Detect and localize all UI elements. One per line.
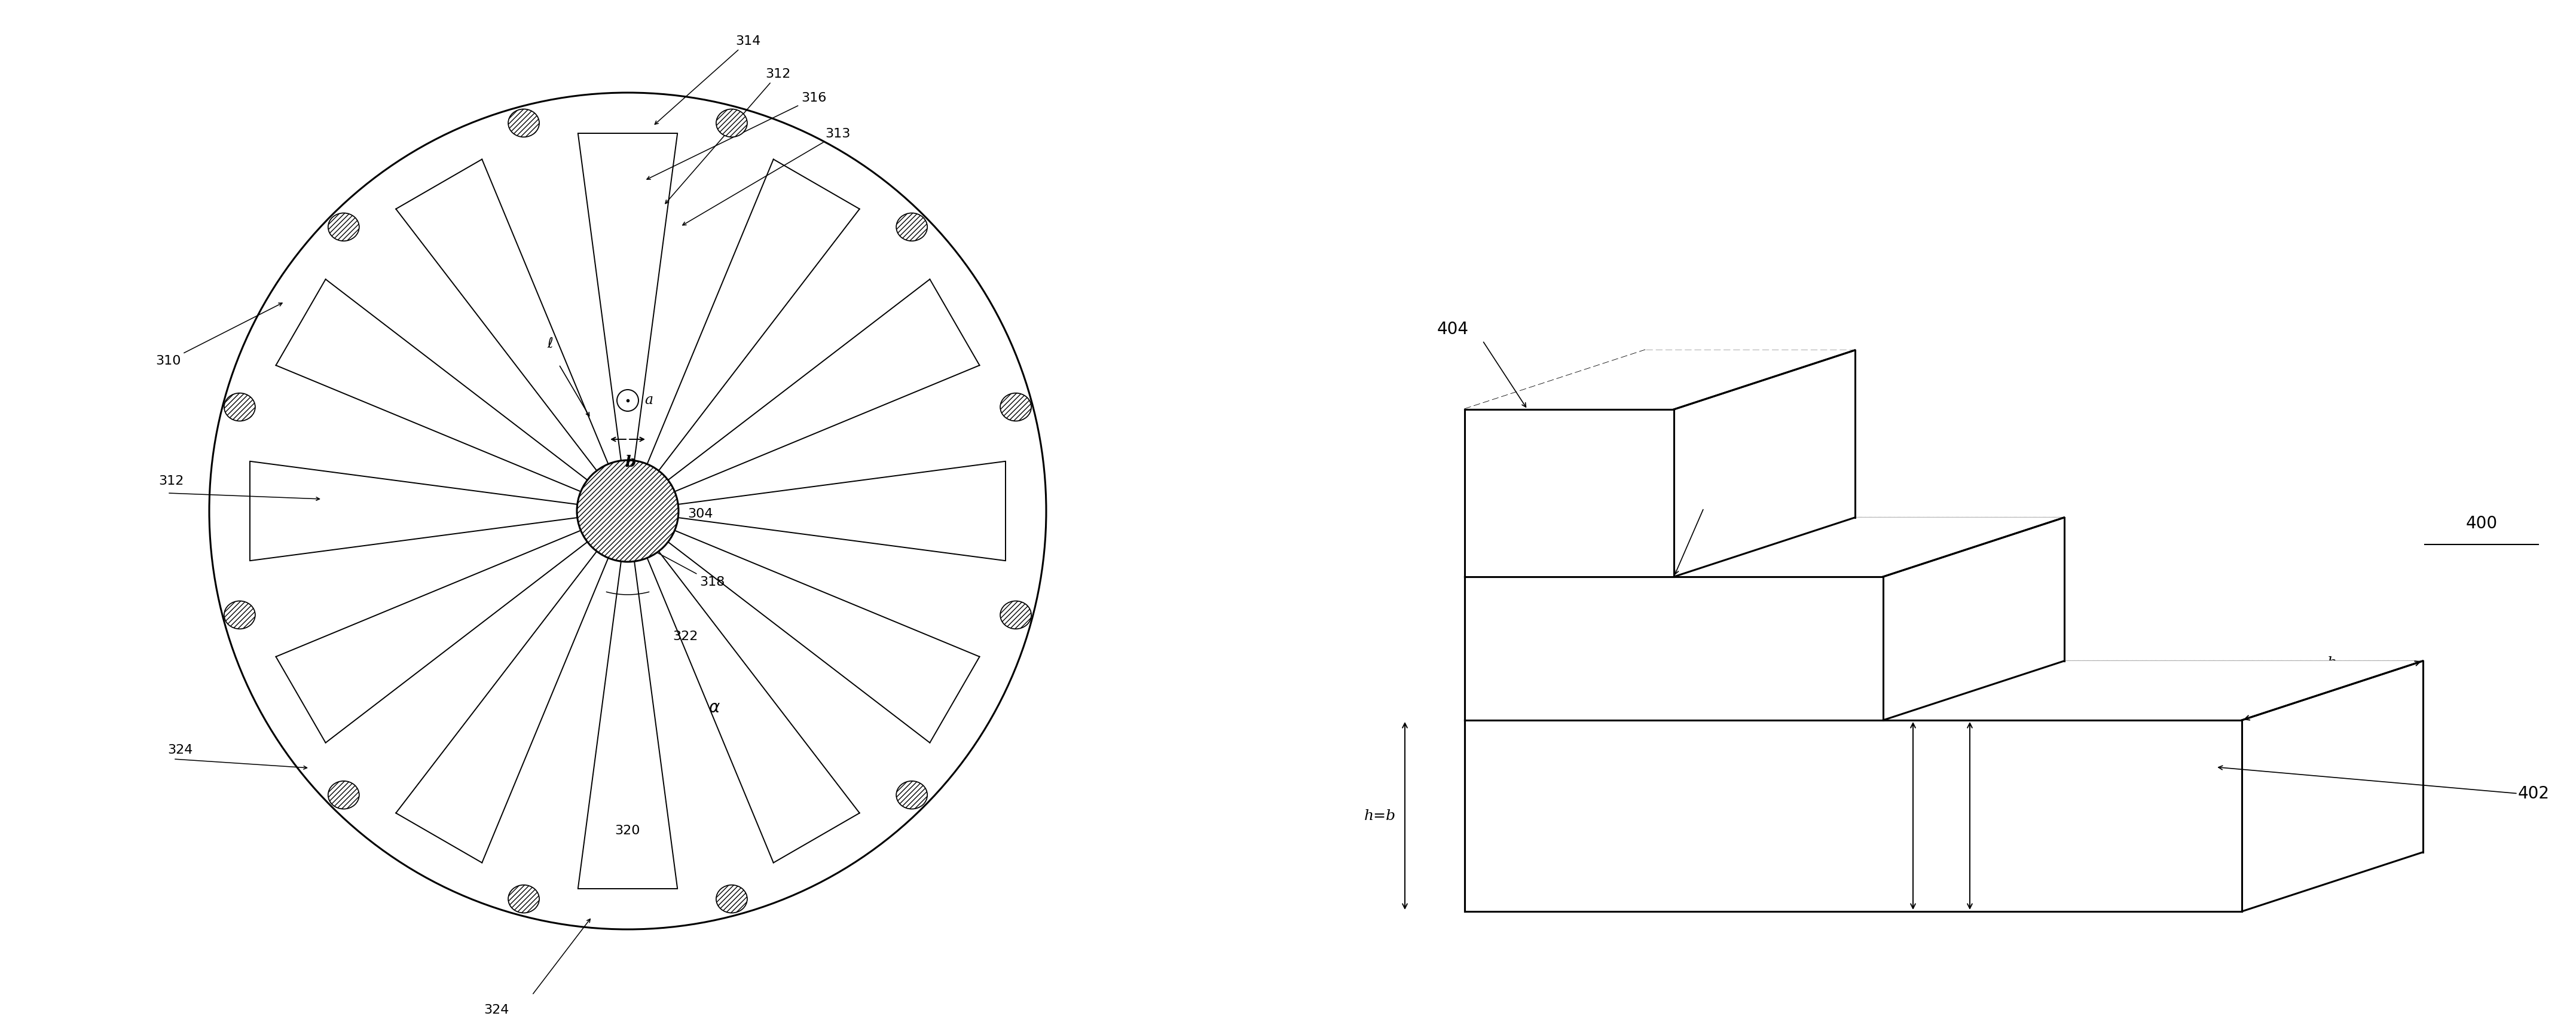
Polygon shape xyxy=(577,561,677,889)
Text: 324: 324 xyxy=(484,1004,510,1016)
Text: h1: h1 xyxy=(1919,809,1937,822)
Text: 310: 310 xyxy=(155,303,283,367)
Polygon shape xyxy=(1466,720,2241,911)
Ellipse shape xyxy=(716,109,747,137)
Text: 320: 320 xyxy=(616,824,641,837)
Polygon shape xyxy=(276,279,587,491)
Polygon shape xyxy=(1466,577,1883,720)
Polygon shape xyxy=(577,133,677,461)
Ellipse shape xyxy=(224,393,255,421)
Ellipse shape xyxy=(716,884,747,913)
Polygon shape xyxy=(1466,351,1855,410)
Text: 318: 318 xyxy=(644,545,724,588)
Text: 313: 313 xyxy=(683,128,850,225)
Text: b: b xyxy=(2329,656,2336,669)
Text: a: a xyxy=(1976,809,1984,822)
Ellipse shape xyxy=(896,213,927,240)
Ellipse shape xyxy=(896,781,927,809)
Polygon shape xyxy=(1466,661,2421,720)
Text: 316: 316 xyxy=(647,92,827,179)
Polygon shape xyxy=(647,159,860,471)
Text: 322: 322 xyxy=(672,631,698,642)
Ellipse shape xyxy=(327,781,358,809)
Polygon shape xyxy=(667,279,979,491)
Text: 324: 324 xyxy=(167,744,193,756)
Ellipse shape xyxy=(507,109,538,137)
Polygon shape xyxy=(647,551,860,863)
Polygon shape xyxy=(1466,410,1674,577)
Circle shape xyxy=(577,461,677,561)
Text: 304: 304 xyxy=(688,508,714,520)
Text: 400: 400 xyxy=(2465,515,2499,532)
Text: a: a xyxy=(644,393,652,408)
Text: h=b: h=b xyxy=(1365,809,1396,822)
Polygon shape xyxy=(667,531,979,743)
Polygon shape xyxy=(1466,518,2063,577)
Polygon shape xyxy=(397,551,608,863)
Polygon shape xyxy=(2241,661,2421,911)
Polygon shape xyxy=(397,159,608,471)
Polygon shape xyxy=(1883,518,2063,720)
Text: 314: 314 xyxy=(654,36,760,124)
Polygon shape xyxy=(250,462,577,560)
Circle shape xyxy=(209,93,1046,929)
Circle shape xyxy=(616,389,639,412)
Ellipse shape xyxy=(327,213,358,240)
Ellipse shape xyxy=(224,601,255,629)
Text: $\ell$: $\ell$ xyxy=(546,336,554,351)
Text: b: b xyxy=(626,454,636,470)
Ellipse shape xyxy=(507,884,538,913)
Text: 312: 312 xyxy=(665,68,791,204)
Text: 404: 404 xyxy=(1437,321,1468,337)
Ellipse shape xyxy=(999,601,1030,629)
Text: 406: 406 xyxy=(1687,488,1721,505)
Text: 402: 402 xyxy=(2517,785,2550,802)
Polygon shape xyxy=(677,462,1005,560)
Text: 312: 312 xyxy=(157,475,183,487)
Ellipse shape xyxy=(999,393,1030,421)
Text: $\alpha$: $\alpha$ xyxy=(708,700,721,716)
Polygon shape xyxy=(276,531,587,743)
Polygon shape xyxy=(1674,351,1855,577)
